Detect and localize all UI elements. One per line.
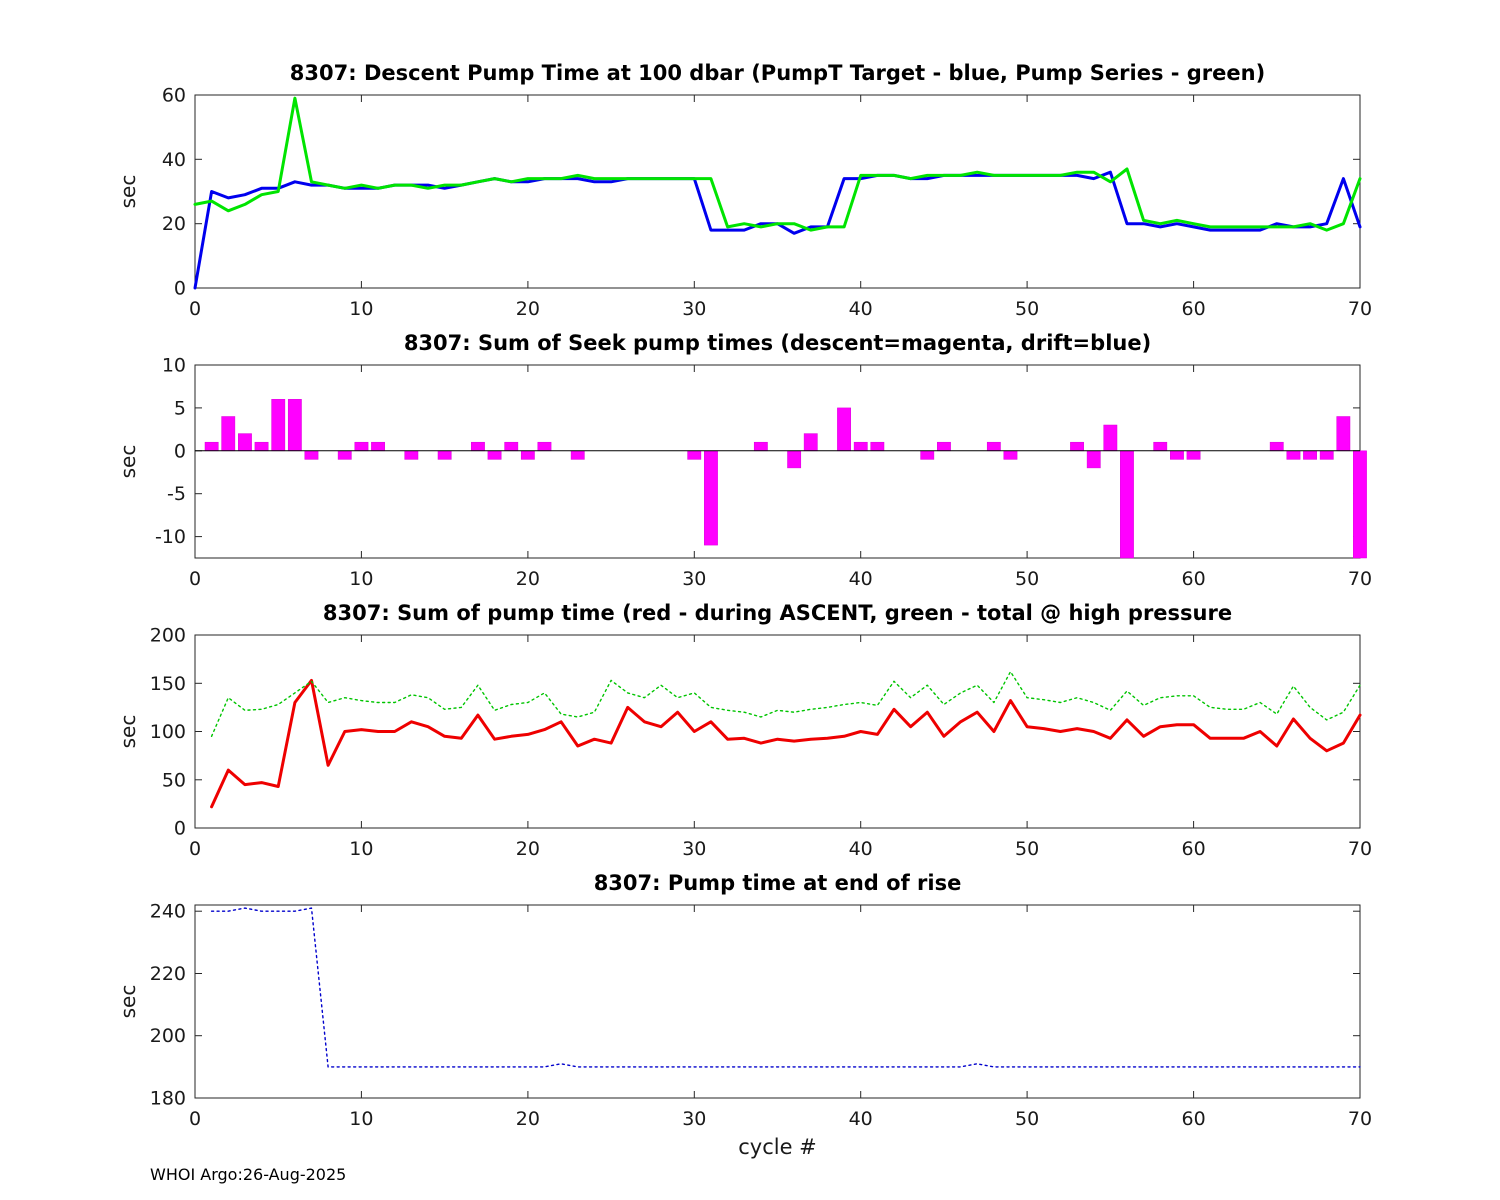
svg-text:8307: Sum of pump time (red -: 8307: Sum of pump time (red - during ASC… <box>323 601 1232 625</box>
svg-text:200: 200 <box>150 1025 186 1047</box>
svg-text:180: 180 <box>150 1088 186 1110</box>
svg-text:20: 20 <box>516 298 540 320</box>
svg-text:40: 40 <box>162 149 186 171</box>
svg-text:sec: sec <box>116 175 140 209</box>
svg-text:220: 220 <box>150 963 186 985</box>
svg-text:50: 50 <box>1015 838 1039 860</box>
svg-text:0: 0 <box>174 440 186 462</box>
chart-sum-pump-time: 0 10 20 30 40 50 60 70 0 50 100 150 200 8307: Sum of … <box>0 590 1500 860</box>
svg-text:50: 50 <box>1015 568 1039 590</box>
chart-sum-pump-time-svg: 0 10 20 30 40 50 60 70 0 50 100 150 200 8307: Sum of … <box>116 601 1372 860</box>
svg-text:50: 50 <box>1015 298 1039 320</box>
svg-text:sec: sec <box>116 715 140 749</box>
chart-pump-time-end-of-rise: 0 10 20 30 40 50 60 70 180 200 220 240 8307: Pump ti… <box>0 860 1500 1170</box>
svg-text:8307: Descent Pump Time at 100: 8307: Descent Pump Time at 100 dbar (Pum… <box>290 61 1265 85</box>
svg-text:0: 0 <box>189 568 201 590</box>
svg-text:50: 50 <box>162 769 186 791</box>
svg-text:60: 60 <box>1182 568 1206 590</box>
svg-text:0: 0 <box>174 278 186 300</box>
svg-text:50: 50 <box>1015 1108 1039 1130</box>
svg-text:10: 10 <box>162 355 186 377</box>
svg-text:20: 20 <box>516 838 540 860</box>
footer-timestamp: WHOI Argo:26-Aug-2025 <box>150 1165 347 1184</box>
chart-pump-time-end-of-rise-svg: 0 10 20 30 40 50 60 70 180 200 220 240 8307: Pump ti… <box>116 871 1372 1159</box>
svg-text:10: 10 <box>349 298 373 320</box>
svg-text:60: 60 <box>1182 838 1206 860</box>
svg-text:40: 40 <box>849 568 873 590</box>
svg-text:-5: -5 <box>167 483 186 505</box>
svg-text:10: 10 <box>349 1108 373 1130</box>
svg-text:70: 70 <box>1348 838 1372 860</box>
svg-text:70: 70 <box>1348 298 1372 320</box>
svg-text:40: 40 <box>849 838 873 860</box>
svg-text:-10: -10 <box>155 526 186 548</box>
svg-text:30: 30 <box>682 1108 706 1130</box>
svg-text:20: 20 <box>516 1108 540 1130</box>
charts-stack: 0 10 20 30 40 50 60 70 0 20 40 60 8307: Descent Pump… <box>0 50 1500 1170</box>
svg-text:30: 30 <box>682 568 706 590</box>
svg-text:sec: sec <box>116 985 140 1019</box>
svg-text:5: 5 <box>174 397 186 419</box>
svg-text:200: 200 <box>150 625 186 647</box>
svg-text:70: 70 <box>1348 568 1372 590</box>
svg-text:0: 0 <box>174 818 186 840</box>
svg-text:20: 20 <box>162 213 186 235</box>
svg-text:10: 10 <box>349 838 373 860</box>
svg-text:20: 20 <box>516 568 540 590</box>
svg-text:0: 0 <box>189 298 201 320</box>
svg-text:8307: Sum of Seek pump times (: 8307: Sum of Seek pump times (descent=ma… <box>404 331 1151 355</box>
svg-text:0: 0 <box>189 1108 201 1130</box>
svg-text:150: 150 <box>150 673 186 695</box>
svg-text:sec: sec <box>116 445 140 479</box>
svg-text:8307: Pump time at end of rise: 8307: Pump time at end of rise <box>594 871 962 895</box>
svg-text:cycle #: cycle # <box>738 1135 817 1159</box>
svg-text:40: 40 <box>849 298 873 320</box>
svg-text:60: 60 <box>1182 298 1206 320</box>
svg-text:60: 60 <box>162 85 186 107</box>
chart-descent-pump-time-svg: 0 10 20 30 40 50 60 70 0 20 40 60 8307: Descent Pump… <box>116 61 1372 320</box>
chart-descent-pump-time: 0 10 20 30 40 50 60 70 0 20 40 60 8307: Descent Pump… <box>0 50 1500 320</box>
svg-text:70: 70 <box>1348 1108 1372 1130</box>
chart-seek-pump-times: 0 10 20 30 40 50 60 70 -10 -5 0 5 10 8307: Sum of See… <box>0 320 1500 590</box>
chart-seek-pump-times-svg: 0 10 20 30 40 50 60 70 -10 -5 0 5 10 8307: Sum of See… <box>116 331 1372 590</box>
svg-text:40: 40 <box>849 1108 873 1130</box>
svg-text:30: 30 <box>682 298 706 320</box>
svg-text:240: 240 <box>150 901 186 923</box>
svg-text:0: 0 <box>189 838 201 860</box>
svg-text:10: 10 <box>349 568 373 590</box>
svg-text:100: 100 <box>150 721 186 743</box>
svg-text:30: 30 <box>682 838 706 860</box>
svg-text:60: 60 <box>1182 1108 1206 1130</box>
